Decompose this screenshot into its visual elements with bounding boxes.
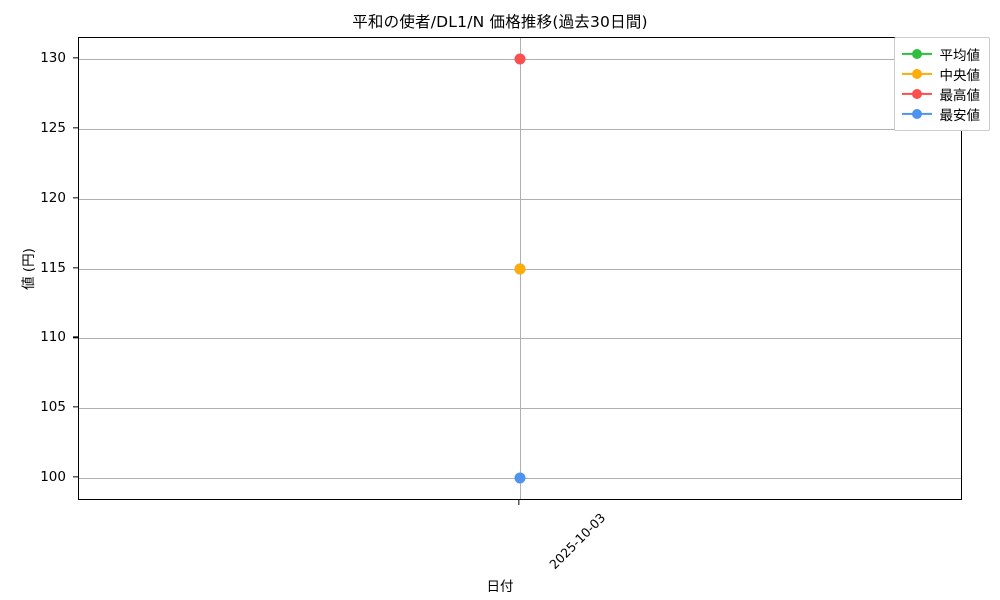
legend-marker-icon (901, 107, 932, 121)
legend-marker-icon (901, 47, 932, 61)
x-tick-label: 2025-10-03 (546, 510, 609, 572)
y-tick-mark (73, 336, 78, 338)
y-tick-mark (73, 406, 78, 408)
x-axis: 2025-10-03 (78, 500, 962, 600)
legend-marker-icon (901, 87, 932, 101)
legend-item[interactable]: 最安値 (901, 104, 981, 124)
y-tick-label: 105 (40, 399, 66, 416)
legend-item[interactable]: 最高値 (901, 84, 981, 104)
legend-marker-icon (901, 67, 932, 81)
y-tick-mark (73, 266, 78, 269)
legend-item[interactable]: 中央値 (901, 64, 981, 84)
legend-label: 最高値 (939, 88, 981, 104)
y-tick-mark (73, 57, 78, 59)
data-point (514, 472, 526, 484)
chart-legend: 平均値中央値最高値最安値 (893, 37, 990, 131)
legend-label: 最安値 (939, 108, 981, 124)
data-point (514, 53, 526, 65)
x-tick-mark (518, 500, 520, 505)
y-tick-label: 110 (40, 329, 66, 346)
y-tick-mark (73, 476, 78, 478)
y-tick-label: 130 (40, 49, 66, 66)
legend-item[interactable]: 平均値 (901, 44, 981, 64)
legend-label: 中央値 (939, 68, 981, 84)
x-axis-label: 日付 (486, 579, 514, 595)
y-tick-label: 100 (40, 469, 66, 486)
y-tick-label: 125 (40, 119, 66, 136)
chart-title: 平和の使者/DL1/N 価格推移(過去30日間) (352, 13, 648, 31)
y-tick-mark (73, 196, 78, 199)
y-tick-label: 115 (40, 259, 66, 276)
y-tick-label: 120 (40, 189, 66, 206)
y-axis: 100 105 110 115 120 125 130 (0, 37, 78, 500)
legend-label: 平均値 (939, 48, 981, 64)
y-tick-mark (73, 127, 78, 129)
data-point (514, 263, 526, 274)
plot-area (78, 37, 962, 500)
